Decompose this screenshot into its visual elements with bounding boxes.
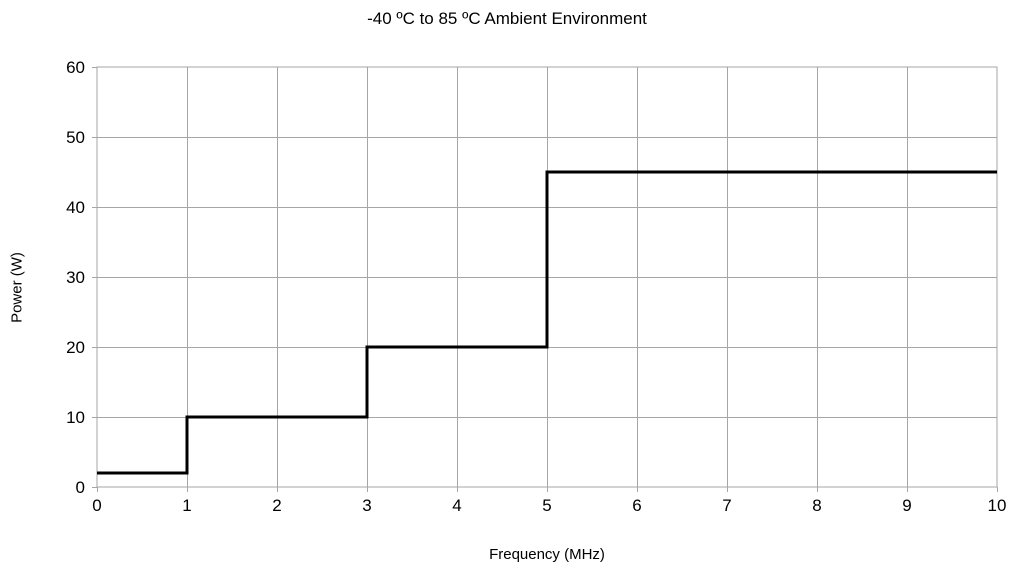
- y-tick-label: 40: [66, 198, 85, 217]
- x-tick-label: 0: [92, 496, 101, 515]
- x-axis-label: Frequency (MHz): [489, 546, 605, 563]
- y-tick-label: 0: [76, 478, 85, 497]
- x-tick-label: 9: [902, 496, 911, 515]
- x-tick-label: 5: [542, 496, 551, 515]
- series-layer: [97, 170, 997, 475]
- y-tick-label: 20: [66, 338, 85, 357]
- x-tick-label: 6: [632, 496, 641, 515]
- y-tick-label: 50: [66, 128, 85, 147]
- x-tick-label: 7: [722, 496, 731, 515]
- series-line: [97, 170, 997, 475]
- x-tick-label: 2: [272, 496, 281, 515]
- x-tick-label: 4: [452, 496, 461, 515]
- x-tick-label: 1: [182, 496, 191, 515]
- y-axis-label: Power (W): [8, 252, 26, 323]
- x-tick-label: 8: [812, 496, 821, 515]
- chart-title: -40 ºC to 85 ºC Ambient Environment: [367, 9, 647, 28]
- x-tick-label: 3: [362, 496, 371, 515]
- y-tick-label: 10: [66, 408, 85, 427]
- x-tick-label: 10: [988, 496, 1007, 515]
- tick-layer: 0 1 2 3 4 5 6 7 8 9 10 0 10 20 30 40 50 60: [66, 58, 1006, 515]
- y-tick-label: 60: [66, 58, 85, 77]
- y-tick-label: 30: [66, 268, 85, 287]
